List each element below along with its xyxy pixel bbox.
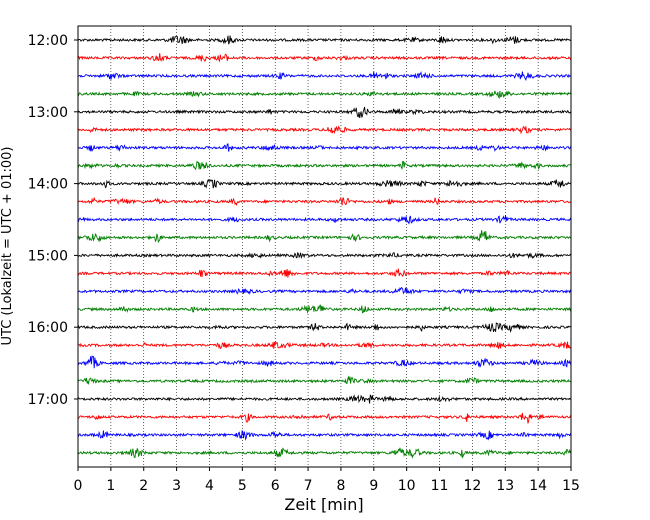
trace-row [78, 72, 571, 80]
x-tick-label: 8 [336, 478, 345, 494]
x-tick-label: 7 [304, 478, 313, 494]
y-tick-label: 15:00 [28, 248, 68, 264]
x-tick-label: 13 [496, 478, 514, 494]
y-tick-label: 17:00 [28, 392, 68, 408]
trace-row [78, 305, 571, 313]
y-tick-label: 16:00 [28, 320, 68, 336]
trace-row [78, 53, 571, 61]
y-tick-label: 13:00 [28, 105, 68, 121]
x-tick-label: 1 [106, 478, 115, 494]
x-axis-label: Zeit [min] [284, 495, 363, 514]
seismic-traces [78, 36, 571, 458]
grid-lines [111, 26, 538, 467]
trace-row [78, 377, 571, 384]
trace-row [78, 126, 571, 133]
x-tick-label: 11 [431, 478, 449, 494]
x-tick-label: 12 [463, 478, 481, 494]
trace-row [78, 342, 571, 349]
x-tick-label: 6 [271, 478, 280, 494]
x-tick-label: 10 [398, 478, 416, 494]
trace-row [78, 180, 571, 189]
x-tick-label: 4 [205, 478, 214, 494]
x-tick-label: 0 [74, 478, 83, 494]
trace-row [78, 230, 571, 242]
trace-row [78, 144, 571, 152]
trace-row [78, 269, 571, 278]
trace-row [78, 448, 571, 458]
trace-row [78, 36, 571, 45]
trace-row [78, 395, 571, 404]
trace-row [78, 198, 571, 206]
trace-row [78, 216, 571, 224]
trace-row [78, 161, 571, 169]
x-axis: 0 1 2 3 4 5 6 7 8 9 10 11 12 13 14 15 [74, 467, 580, 494]
plot-frame [78, 26, 571, 467]
x-tick-label: 2 [139, 478, 148, 494]
trace-row [78, 323, 571, 332]
y-tick-label: 14:00 [28, 177, 68, 193]
x-tick-label: 3 [172, 478, 181, 494]
trace-row [78, 91, 571, 98]
trace-row [78, 107, 571, 118]
trace-row [78, 253, 571, 258]
trace-row [78, 430, 571, 439]
y-tick-label: 12:00 [28, 33, 68, 49]
trace-row [78, 356, 571, 368]
x-tick-label: 14 [529, 478, 547, 494]
y-axis-label: UTC (Lokalzeit = UTC + 01:00) [0, 147, 15, 346]
x-tick-label: 5 [238, 478, 247, 494]
trace-row [78, 288, 571, 294]
x-tick-label: 15 [562, 478, 580, 494]
y-axis: 12:00 13:00 14:00 15:00 16:00 17:00 [28, 33, 78, 408]
x-tick-label: 9 [369, 478, 378, 494]
trace-row [78, 413, 571, 423]
